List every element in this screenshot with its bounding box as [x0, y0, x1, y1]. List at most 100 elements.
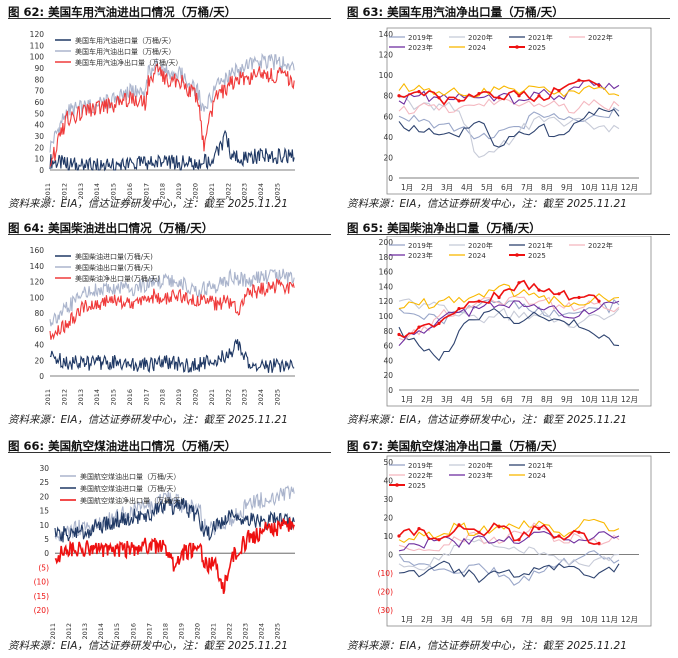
series-point — [397, 332, 401, 337]
panel-jetfuel-trade: 图 66: 美国航空煤油进出口情况（万桶/天） 资料来源：EIA，信达证券研发中心… — [0, 432, 339, 658]
title-rule — [8, 234, 331, 235]
y-tick-label: 140 — [379, 282, 394, 291]
series-point — [477, 530, 481, 534]
y-tick-label: 100 — [30, 293, 45, 302]
x-tick-label: 2012 — [65, 623, 73, 640]
title-rule — [347, 452, 670, 453]
plot-frame — [386, 236, 652, 407]
y-tick-label: 120 — [30, 30, 45, 39]
chart-title: 图 65: 美国柴油净出口量（万桶/天） — [347, 221, 541, 235]
x-tick-label: 2011 — [44, 183, 52, 200]
series-point — [437, 321, 441, 325]
y-tick-label: 140 — [379, 30, 394, 39]
y-tick-label: 60 — [34, 98, 44, 107]
x-tick-label: 2025 — [273, 389, 281, 406]
y-tick-label: 180 — [379, 253, 394, 262]
x-tick-label: 5月 — [481, 395, 493, 404]
y-tick-label: 40 — [383, 477, 393, 486]
title-rule — [8, 452, 331, 453]
x-tick-label: 6月 — [501, 395, 513, 404]
series-point — [457, 307, 461, 311]
legend-label: 2025 — [528, 252, 546, 260]
x-tick-label: 2月 — [421, 183, 433, 192]
x-tick-label: 2021 — [208, 183, 216, 200]
x-tick-label: 2021 — [208, 389, 216, 406]
series-line — [49, 52, 295, 153]
y-tick-label: 20 — [383, 514, 393, 523]
legend-label: 美国航空煤油出口量（万桶/天） — [80, 472, 180, 481]
x-tick-label: 2016 — [126, 389, 134, 406]
series-point — [537, 527, 541, 531]
series-point — [537, 94, 541, 98]
y-tick-label: 25 — [39, 478, 49, 487]
legend-label: 2025 — [528, 44, 546, 52]
series-point — [497, 96, 501, 100]
y-tick-label: 90 — [34, 64, 44, 73]
x-tick-label: 11月 — [601, 395, 618, 404]
x-tick-label: 12月 — [621, 183, 638, 192]
series-line — [49, 268, 295, 327]
y-tick-label: 140 — [30, 262, 45, 271]
x-tick-label: 2018 — [159, 389, 167, 406]
x-tick-label: 2011 — [44, 389, 52, 406]
series-line — [54, 485, 295, 542]
x-tick-label: 2017 — [145, 623, 153, 640]
x-tick-label: 5月 — [481, 183, 493, 192]
series-line — [398, 106, 620, 140]
series-point — [417, 527, 421, 531]
y-tick-label: 50 — [34, 109, 44, 118]
x-tick-label: 2015 — [110, 389, 118, 406]
y-tick-label: 20 — [383, 153, 393, 162]
x-tick-label: 11月 — [601, 183, 618, 192]
series-point — [597, 541, 601, 545]
y-tick-label: 10 — [39, 521, 49, 530]
x-tick-label: 11月 — [601, 615, 618, 624]
legend-label: 美国车用汽油出口量（万桶/天） — [75, 47, 175, 56]
panel-gasoline-net-export: 图 63: 美国车用汽油净出口量（万桶/天） 资料来源：EIA，信达证券研发中心，… — [339, 0, 678, 216]
series-point — [457, 523, 461, 527]
series-line — [398, 307, 620, 362]
y-tick-label: 10 — [34, 155, 44, 164]
source-note: 资料来源：EIA，信达证券研发中心，注：截至 2025.11.21 — [8, 640, 288, 652]
y-tick-label: 80 — [34, 75, 44, 84]
series-line — [398, 550, 620, 586]
x-tick-label: 2013 — [77, 389, 85, 406]
panel-diesel-trade: 图 64: 美国柴油进出口情况（万桶/天） 资料来源：EIA，信达证券研发中心，注… — [0, 216, 339, 432]
y-tick-label: 0 — [388, 551, 393, 560]
y-tick-label: 80 — [34, 309, 44, 318]
x-tick-label: 2024 — [257, 183, 265, 200]
series-point — [417, 90, 421, 94]
legend-label: 美国车用汽油净出口量（万桶/天） — [75, 58, 182, 67]
x-tick-label: 1月 — [401, 395, 413, 404]
x-tick-label: 10月 — [581, 395, 598, 404]
x-tick-label: 7月 — [521, 395, 533, 404]
y-tick-label: 100 — [379, 312, 394, 321]
x-tick-label: 2011 — [49, 623, 57, 640]
series-line — [398, 298, 620, 329]
y-tick-label: 200 — [379, 238, 394, 247]
x-tick-label: 12月 — [621, 615, 638, 624]
y-tick-label: 0 — [44, 549, 49, 558]
legend-label: 美国柴油净出口量(万桶/天) — [75, 274, 160, 283]
x-tick-label: 2022 — [224, 183, 232, 200]
legend-label: 2019年 — [408, 461, 433, 470]
x-tick-label: 2023 — [241, 183, 249, 200]
y-tick-label: (20) — [378, 588, 393, 597]
series-point — [497, 525, 501, 529]
x-tick-label: 2018 — [159, 183, 167, 200]
legend-label: 2024 — [468, 44, 486, 52]
x-tick-label: 1月 — [401, 183, 413, 192]
y-tick-label: 20 — [34, 356, 44, 365]
y-tick-label: (20) — [34, 606, 49, 615]
legend-label: 2024 — [528, 472, 546, 480]
y-tick-label: 60 — [383, 112, 393, 121]
legend-label: 2019年 — [408, 241, 433, 250]
y-tick-label: 0 — [39, 372, 44, 381]
x-tick-label: 2014 — [93, 183, 101, 200]
legend-label: 2022年 — [588, 241, 613, 250]
series-point — [577, 78, 581, 82]
y-tick-label: 110 — [30, 41, 45, 50]
x-tick-label: 3月 — [441, 183, 453, 192]
series-point — [557, 292, 561, 296]
